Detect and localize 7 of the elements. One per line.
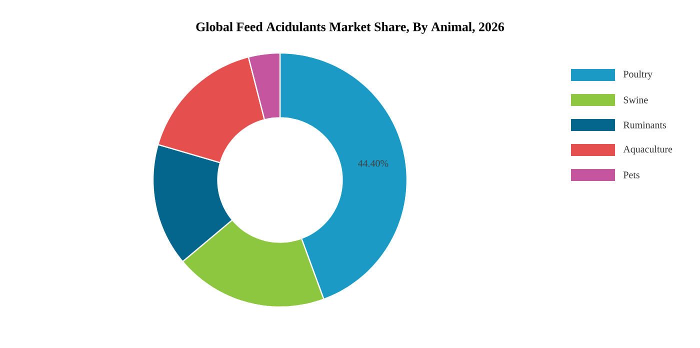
legend-label: Ruminants xyxy=(623,122,666,128)
chart-title: Global Feed Acidulants Market Share, By Animal, 2026 xyxy=(196,22,504,34)
legend-label: Aquaculture xyxy=(623,145,672,155)
data-label: 44.40% xyxy=(358,160,388,167)
legend-label: Pets xyxy=(623,172,640,178)
legend-label: Swine xyxy=(624,96,648,104)
legend-label: Poultry xyxy=(623,70,653,80)
